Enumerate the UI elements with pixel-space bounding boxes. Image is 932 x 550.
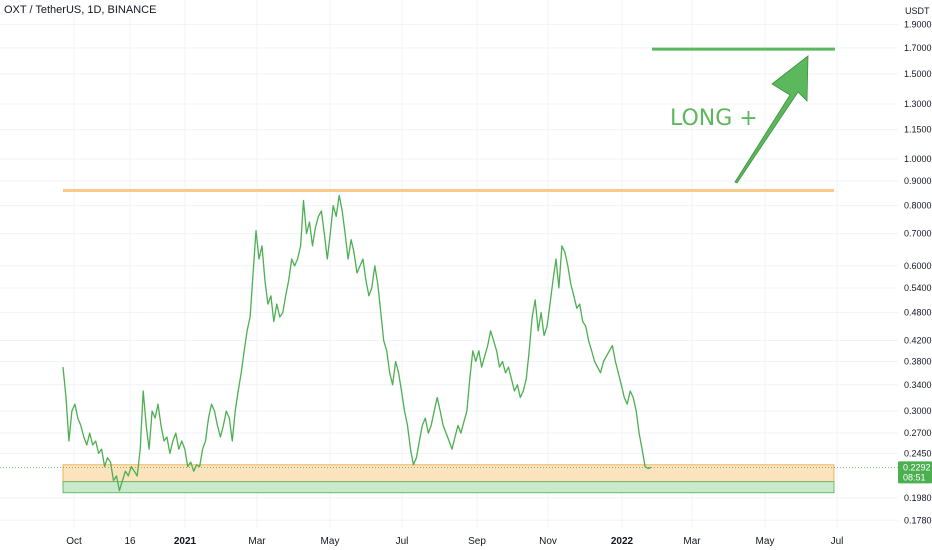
price-zones	[0, 189, 898, 494]
price-tick-label: 1.9000	[904, 20, 932, 30]
price-tick-label: 1.1500	[904, 125, 932, 135]
time-tick-label: Oct	[66, 536, 82, 547]
chart-title: OXT / TetherUS, 1D, BINANCE	[4, 4, 157, 16]
time-tick-label: May	[321, 536, 340, 547]
price-tick-label: 0.2700	[904, 428, 932, 438]
long-annotation: LONG +	[652, 47, 835, 184]
time-tick-label: Mar	[683, 536, 701, 547]
current-price-badge: 0.2292 08:51	[898, 461, 932, 484]
price-tick-label: 1.3000	[904, 99, 932, 109]
price-tick-label: 0.4800	[904, 308, 932, 318]
price-tick-label: 0.2450	[904, 448, 932, 458]
long-label: LONG +	[670, 106, 758, 131]
price-tick-label: 1.0000	[904, 154, 932, 164]
long-arrow-icon	[734, 55, 809, 184]
time-tick-label: Nov	[539, 536, 557, 547]
time-tick-label: Sep	[468, 536, 486, 547]
price-tick-label: 1.5000	[904, 69, 932, 79]
price-tick-label: 1.7000	[904, 43, 932, 53]
price-tick-label: 0.6000	[904, 261, 932, 271]
time-tick-label: May	[756, 536, 775, 547]
price-tick-label: 0.1780	[904, 515, 932, 525]
time-tick-label: 16	[124, 536, 136, 547]
price-tick-label: 0.1980	[904, 493, 932, 503]
time-tick-label: Jul	[831, 536, 844, 547]
candle-countdown: 08:51	[903, 472, 926, 482]
price-tick-label: 0.9000	[904, 176, 932, 186]
price-axis-unit: USDT	[905, 6, 930, 16]
price-tick-label: 0.3400	[904, 380, 932, 390]
time-tick-label: 2021	[174, 536, 197, 547]
time-axis[interactable]: Oct 16 2021 Mar May Jul Sep Nov 2022 Mar May Jul	[66, 536, 843, 547]
time-tick-label: Mar	[248, 536, 266, 547]
price-tick-label: 0.8000	[904, 201, 932, 211]
time-tick-label: Jul	[396, 536, 409, 547]
chart-grid	[0, 0, 898, 528]
price-series-line	[62, 194, 652, 492]
price-tick-label: 0.4200	[904, 336, 932, 346]
price-tick-label: 0.3000	[904, 406, 932, 416]
current-price-badge-bg	[898, 461, 932, 484]
price-axis[interactable]: USDT 1.9000 1.7000 1.5000 1.3000 1.1500 1.000…	[898, 6, 932, 525]
lower-support-zone	[62, 481, 835, 494]
support-zone	[62, 464, 835, 483]
current-price-value: 0.2292	[903, 462, 931, 472]
price-tick-label: 0.3800	[904, 357, 932, 367]
price-tick-label: 0.5400	[904, 283, 932, 293]
price-tick-label: 0.7000	[904, 229, 932, 239]
time-tick-label: 2022	[611, 536, 634, 547]
